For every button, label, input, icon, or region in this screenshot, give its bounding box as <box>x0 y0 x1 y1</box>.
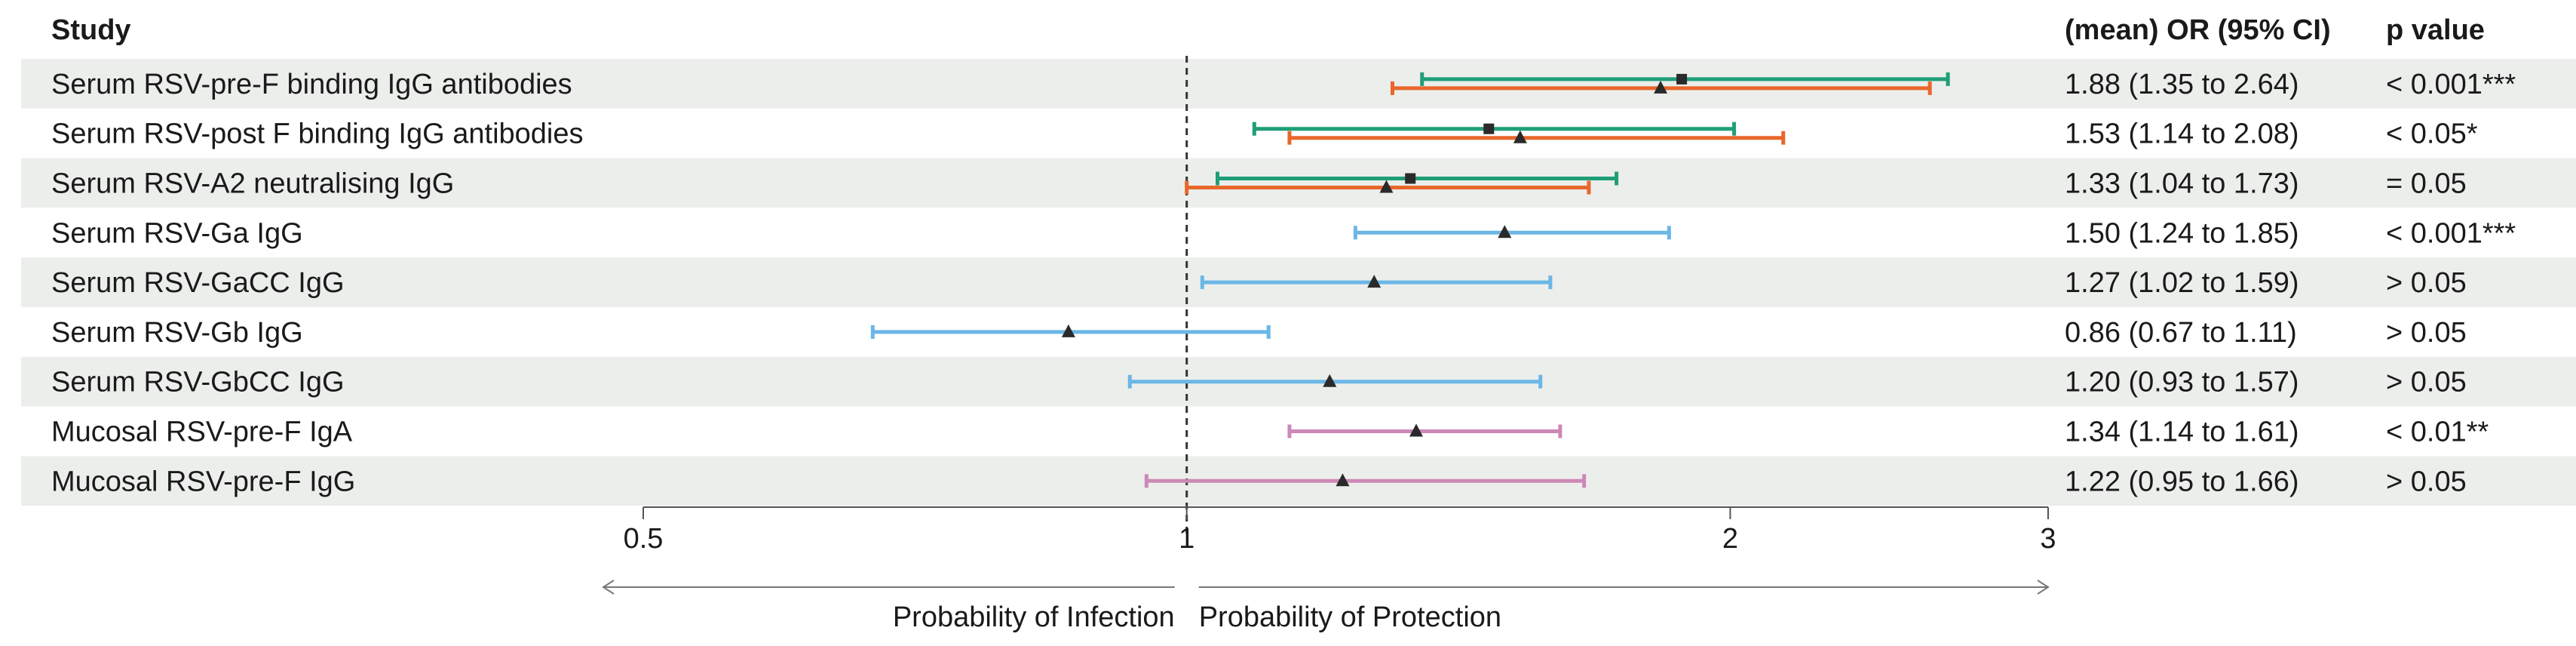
estimate-square <box>1405 173 1416 184</box>
p-value: < 0.05* <box>2386 118 2478 150</box>
or-ci-value: 1.88 (1.35 to 2.64) <box>2065 69 2299 100</box>
p-value: > 0.05 <box>2386 317 2467 349</box>
p-value: = 0.05 <box>2386 168 2467 200</box>
p-value: > 0.05 <box>2386 466 2467 497</box>
study-label: Mucosal RSV-pre-F IgA <box>51 417 353 448</box>
estimate-triangle <box>1367 275 1382 288</box>
or-ci-value: 1.33 (1.04 to 1.73) <box>2065 168 2299 200</box>
or-ci-value: 0.86 (0.67 to 1.11) <box>2065 317 2297 349</box>
x-tick-label: 0.5 <box>624 523 664 555</box>
estimate-triangle <box>1654 80 1668 94</box>
study-label: Serum RSV-A2 neutralising IgG <box>51 168 454 200</box>
study-label: Mucosal RSV-pre-F IgG <box>51 466 355 497</box>
estimate-square <box>1676 73 1688 85</box>
or-ci-value: 1.20 (0.93 to 1.57) <box>2065 367 2299 398</box>
row-band <box>21 59 2576 109</box>
p-value: > 0.05 <box>2386 367 2467 398</box>
header-or-ci: (mean) OR (95% CI) <box>2065 14 2331 46</box>
x-axis: 0.5 1 2 3 <box>624 506 2056 555</box>
estimate-triangle <box>1323 374 1337 387</box>
study-label: Serum RSV-GbCC IgG <box>51 367 345 398</box>
p-value: < 0.001*** <box>2386 69 2516 100</box>
p-value: < 0.01** <box>2386 417 2489 448</box>
direction-arrows: Probability of Infection Probability of P… <box>602 580 2050 633</box>
header-p-value: p value <box>2386 14 2485 46</box>
study-label: Serum RSV-Ga IgG <box>51 217 303 249</box>
header-study: Study <box>51 14 131 46</box>
estimate-triangle <box>1513 130 1527 143</box>
estimate-triangle <box>1498 225 1512 238</box>
or-ci-value: 1.50 (1.24 to 1.85) <box>2065 217 2299 249</box>
study-label: Serum RSV-Gb IgG <box>51 317 303 349</box>
or-ci-value: 1.27 (1.02 to 1.59) <box>2065 267 2299 299</box>
estimate-triangle <box>1409 423 1424 437</box>
p-value: < 0.001*** <box>2386 217 2516 249</box>
estimate-square <box>1483 123 1495 134</box>
x-tick-label: 1 <box>1179 523 1194 555</box>
or-ci-value: 1.22 (0.95 to 1.66) <box>2065 466 2299 497</box>
row-band <box>21 158 2576 208</box>
study-label: Serum RSV-pre-F binding IgG antibodies <box>51 69 572 100</box>
arrow-left-head <box>602 580 615 595</box>
x-tick-label: 3 <box>2040 523 2056 555</box>
direction-label-right: Probability of Protection <box>1199 601 1501 633</box>
estimate-triangle <box>1379 180 1394 193</box>
arrow-right-head <box>2037 580 2050 595</box>
p-value: > 0.05 <box>2386 267 2467 299</box>
study-label: Serum RSV-post F binding IgG antibodies <box>51 118 584 150</box>
or-ci-value: 1.53 (1.14 to 2.08) <box>2065 118 2299 150</box>
x-tick-label: 2 <box>1722 523 1738 555</box>
study-label: Serum RSV-GaCC IgG <box>51 267 345 299</box>
estimate-triangle <box>1061 324 1075 337</box>
row-labels: Serum RSV-pre-F binding IgG antibodies 1.… <box>51 69 2516 497</box>
direction-label-left: Probability of Infection <box>893 601 1175 633</box>
estimate-triangle <box>1336 473 1350 487</box>
estimate-marks <box>870 72 1950 488</box>
or-ci-value: 1.34 (1.14 to 1.61) <box>2065 417 2299 448</box>
